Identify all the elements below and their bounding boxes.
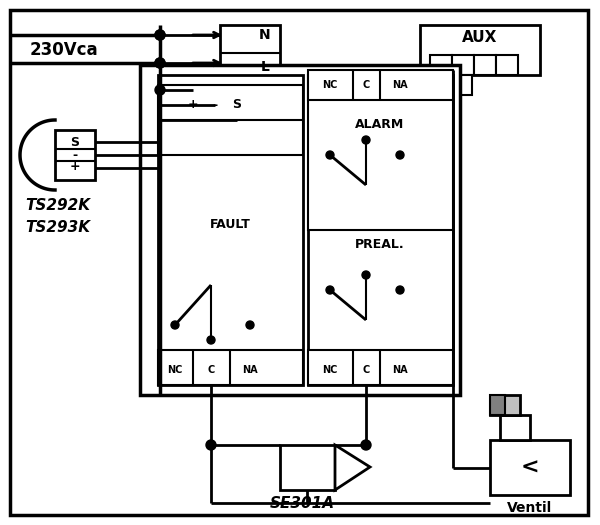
- Text: 230Vca: 230Vca: [30, 41, 98, 59]
- Text: NA: NA: [392, 80, 408, 90]
- Text: L: L: [260, 60, 269, 74]
- Text: -: -: [73, 149, 77, 162]
- Text: S: S: [233, 99, 241, 111]
- Bar: [450, 75, 472, 95]
- Bar: [158, 350, 303, 385]
- Text: C: C: [362, 365, 370, 375]
- Bar: [430, 55, 452, 75]
- Circle shape: [207, 336, 215, 344]
- Text: NA: NA: [392, 365, 408, 375]
- Text: N: N: [259, 28, 271, 42]
- Bar: [452, 55, 474, 75]
- Bar: [220, 25, 280, 80]
- Circle shape: [155, 58, 165, 68]
- Circle shape: [362, 271, 370, 279]
- Text: PREAL.: PREAL.: [355, 238, 405, 251]
- Bar: [420, 25, 540, 75]
- Circle shape: [326, 151, 334, 159]
- Text: C: C: [362, 80, 370, 90]
- Bar: [158, 75, 303, 385]
- Text: +: +: [70, 161, 80, 173]
- Circle shape: [362, 136, 370, 144]
- Text: S: S: [71, 136, 79, 150]
- Circle shape: [361, 440, 371, 450]
- Text: NA: NA: [242, 365, 258, 375]
- Text: FAULT: FAULT: [209, 218, 250, 232]
- Circle shape: [155, 30, 165, 40]
- Text: NC: NC: [167, 365, 182, 375]
- Text: NC: NC: [322, 80, 338, 90]
- Text: -: -: [212, 99, 218, 111]
- Bar: [55, 130, 95, 180]
- Bar: [490, 395, 505, 415]
- Text: TS292K: TS292K: [25, 197, 90, 213]
- Text: AUX: AUX: [463, 29, 497, 45]
- Circle shape: [246, 321, 254, 329]
- Bar: [308, 75, 453, 385]
- Bar: [280, 445, 335, 490]
- Circle shape: [155, 30, 165, 40]
- Bar: [496, 55, 518, 75]
- Circle shape: [206, 440, 216, 450]
- Text: SE301A: SE301A: [270, 496, 335, 510]
- Text: +: +: [188, 99, 199, 111]
- Bar: [308, 350, 453, 385]
- Circle shape: [171, 321, 179, 329]
- Polygon shape: [335, 445, 370, 490]
- Text: ALARM: ALARM: [355, 119, 404, 131]
- Text: TS293K: TS293K: [25, 219, 90, 235]
- Text: NC: NC: [322, 365, 338, 375]
- Text: C: C: [208, 365, 215, 375]
- Bar: [490, 395, 520, 415]
- Circle shape: [396, 286, 404, 294]
- Bar: [490, 440, 570, 495]
- Bar: [140, 65, 460, 395]
- Circle shape: [155, 85, 165, 95]
- Bar: [308, 70, 453, 100]
- Circle shape: [326, 286, 334, 294]
- Circle shape: [155, 58, 165, 68]
- Text: Ventil: Ventil: [508, 501, 553, 515]
- Bar: [474, 55, 496, 75]
- Bar: [308, 75, 453, 230]
- Circle shape: [396, 151, 404, 159]
- Text: <: <: [521, 458, 539, 478]
- Bar: [158, 85, 303, 155]
- Bar: [500, 415, 530, 440]
